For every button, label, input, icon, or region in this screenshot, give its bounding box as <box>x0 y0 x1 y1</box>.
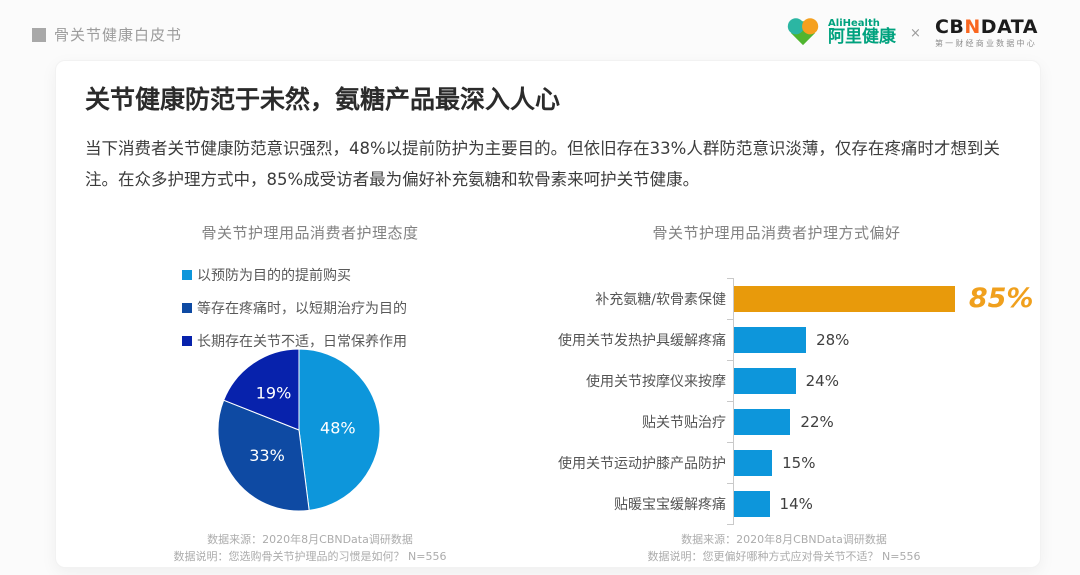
bar-category-label: 贴暖宝宝缓解疼痛 <box>614 496 726 513</box>
bar-row: 贴暖宝宝缓解疼痛 14% <box>553 483 1040 524</box>
legend-swatch-icon <box>182 336 192 346</box>
bar-fill <box>733 285 955 312</box>
pie-chart-title: 骨关节护理用品消费者护理态度 <box>201 224 419 242</box>
cbndata-cb: CB <box>934 16 965 39</box>
bar-value-label: 15% <box>782 453 816 472</box>
breadcrumb-square-icon <box>32 27 46 42</box>
pie-svg: 48% 33% 19% <box>217 348 381 512</box>
pie-slice <box>223 348 300 431</box>
bar-value-label: 28% <box>816 330 850 349</box>
alihealth-logo: AliHealth 阿里健康 <box>784 14 896 52</box>
bar-source-line1: 数据来源：2020年8月CBNData调研数据 <box>681 533 887 546</box>
bar-row: 使用关节按摩仪来按摩 24% <box>553 360 1040 401</box>
bar-category-label: 使用关节运动护膝产品防护 <box>558 455 726 472</box>
content-card <box>55 60 1041 568</box>
legend-swatch-icon <box>182 270 192 280</box>
bar-fill <box>733 449 773 476</box>
bar-source-line2: 数据说明：您更偏好哪种方式应对骨关节不适？ N=556 <box>647 550 921 563</box>
bar-category-label: 使用关节按摩仪来按摩 <box>586 373 726 390</box>
legend-swatch-icon <box>182 303 192 313</box>
bar-row: 使用关节运动护膝产品防护 15% <box>553 442 1040 483</box>
legend-item: 长期存在关节不适，日常保养作用 <box>182 331 510 351</box>
pie-slice-label: 48% <box>320 419 356 438</box>
axis-tick <box>727 483 733 484</box>
axis-tick <box>727 278 733 279</box>
bar-chart-title: 骨关节护理用品消费者护理方式偏好 <box>652 224 901 242</box>
bar-row: 使用关节发热护具缓解疼痛 28% <box>553 319 1040 360</box>
bar-axis-line <box>727 278 734 525</box>
bar-fill <box>733 490 770 517</box>
axis-tick <box>727 319 733 320</box>
page-title: 关节健康防范于未然，氨糖产品最深入人心 <box>85 85 561 114</box>
pie-source-note: 数据来源：2020年8月CBNData调研数据 数据说明：您选购骨关节护理品的习… <box>130 531 490 565</box>
pie-slice-label: 19% <box>256 383 292 402</box>
legend-label: 等存在疼痛时，以短期治疗为目的 <box>197 301 407 317</box>
bar-chart: 补充氨糖/软骨素保健 85% 使用关节发热护具缓解疼痛 28% 使用关节按摩仪来按摩 24… <box>553 278 1040 526</box>
pie-slice <box>298 348 381 511</box>
bar-category-label: 贴关节贴治疗 <box>642 414 726 431</box>
bar-value-label: 85% <box>968 283 1034 314</box>
pie-chart: 48% 33% 19% <box>217 348 381 512</box>
axis-tick <box>727 442 733 443</box>
legend-label: 以预防为目的的提前购买 <box>197 268 351 284</box>
axis-tick <box>727 360 733 361</box>
cbndata-n: N <box>964 16 981 39</box>
logo-bar: AliHealth 阿里健康 × CBNDATA 第一财经商业数据中心 <box>784 14 1038 52</box>
cbndata-logo: CBNDATA 第一财经商业数据中心 <box>935 17 1038 49</box>
legend-label: 长期存在关节不适，日常保养作用 <box>197 334 407 350</box>
breadcrumb: 骨关节健康白皮书 <box>32 24 182 45</box>
pie-slice <box>217 399 310 512</box>
bar-row: 补充氨糖/软骨素保健 85% <box>553 278 1040 319</box>
bar-category-label: 补充氨糖/软骨素保健 <box>595 291 726 308</box>
breadcrumb-label: 骨关节健康白皮书 <box>54 26 183 44</box>
cbndata-subtitle: 第一财经商业数据中心 <box>934 39 1037 49</box>
cbndata-data: DATA <box>980 16 1038 39</box>
bar-fill <box>733 326 807 353</box>
legend-item: 以预防为目的的提前购买 <box>182 265 510 285</box>
bar-category-label: 使用关节发热护具缓解疼痛 <box>558 332 726 349</box>
pie-legend: 以预防为目的的提前购买等存在疼痛时，以短期治疗为目的 长期存在关节不适，日常保养作… <box>182 265 510 351</box>
bar-chart-section: 骨关节护理用品消费者护理方式偏好 补充氨糖/软骨素保健 85% 使用关节发热护具缓解… <box>553 222 1040 526</box>
body-paragraph: 当下消费者关节健康防范意识强烈，48%以提前防护为主要目的。但依旧存在33%人群… <box>85 139 1000 189</box>
pie-source-line2: 数据说明：您选购骨关节护理品的习惯是如何？ N=556 <box>173 550 447 563</box>
pie-slice-label: 33% <box>249 446 285 465</box>
alihealth-name-en: AliHealth <box>828 17 880 29</box>
pie-source-line1: 数据来源：2020年8月CBNData调研数据 <box>207 533 413 546</box>
bar-fill <box>733 408 791 435</box>
axis-tick <box>727 401 733 402</box>
bar-source-note: 数据来源：2020年8月CBNData调研数据 数据说明：您更偏好哪种方式应对骨… <box>598 531 970 565</box>
bar-value-label: 24% <box>805 371 839 390</box>
bar-value-label: 14% <box>779 494 813 513</box>
axis-tick <box>727 524 733 525</box>
pie-chart-section: 骨关节护理用品消费者护理态度 以预防为目的的提前购买等存在疼痛时，以短期治疗为目… <box>150 222 510 512</box>
bar-fill <box>733 367 796 394</box>
legend-item: 等存在疼痛时，以短期治疗为目的 <box>182 298 510 318</box>
alihealth-heart-icon <box>787 18 819 46</box>
bar-row: 贴关节贴治疗 22% <box>553 401 1040 442</box>
alihealth-name-cn: 阿里健康 <box>828 27 897 48</box>
logo-separator: × <box>910 25 921 41</box>
bar-value-label: 22% <box>800 412 834 431</box>
